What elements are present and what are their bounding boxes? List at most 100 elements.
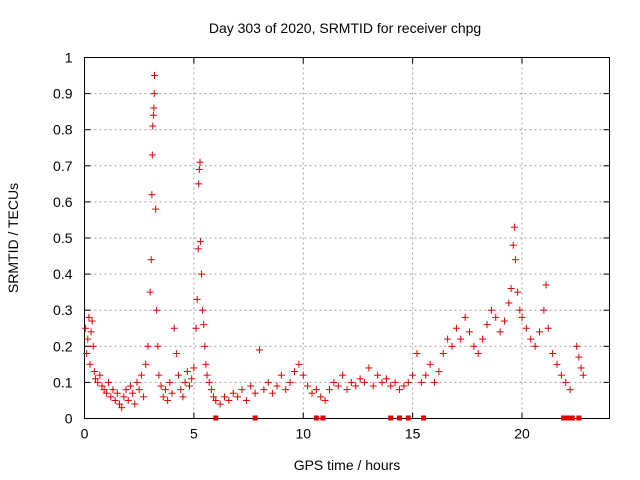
data-point <box>579 371 587 379</box>
zero-value-marker <box>576 415 582 421</box>
x-tick-label: 20 <box>514 426 530 442</box>
zero-value-marker <box>421 415 427 421</box>
y-tick-label: 1 <box>65 50 73 66</box>
data-point <box>133 378 141 386</box>
data-point <box>374 371 382 379</box>
data-point <box>352 382 360 390</box>
data-point <box>198 270 206 278</box>
data-point <box>151 72 158 80</box>
data-point <box>242 396 250 404</box>
data-point <box>90 368 98 376</box>
data-point <box>129 389 137 397</box>
zero-value-marker <box>405 415 411 421</box>
data-point <box>286 378 294 386</box>
data-point <box>457 335 465 343</box>
data-point <box>109 386 117 394</box>
data-point <box>146 288 154 296</box>
data-point <box>417 378 425 386</box>
data-point <box>304 382 312 390</box>
data-point <box>470 342 478 350</box>
data-point <box>153 306 161 314</box>
data-point <box>238 386 246 394</box>
zero-value-marker <box>313 415 319 421</box>
data-point <box>544 324 552 332</box>
data-point <box>361 378 368 386</box>
data-point <box>89 342 97 350</box>
data-point <box>126 382 134 390</box>
y-tick-label: 0.7 <box>53 158 73 174</box>
grid-lines <box>84 57 610 419</box>
data-point <box>466 328 473 336</box>
data-point <box>98 382 106 390</box>
data-point <box>452 324 460 332</box>
data-point <box>107 393 115 401</box>
data-point <box>196 238 204 246</box>
x-tick-label: 10 <box>295 426 311 442</box>
data-point <box>199 306 207 314</box>
data-point <box>299 371 307 379</box>
data-point <box>210 393 218 401</box>
data-point <box>542 281 550 289</box>
data-point <box>170 324 178 332</box>
data-point <box>201 342 209 350</box>
data-point <box>186 382 193 390</box>
data-point <box>94 378 102 386</box>
data-point <box>157 382 165 390</box>
data-point <box>140 393 148 401</box>
data-point <box>553 360 561 368</box>
data-point <box>207 386 215 394</box>
data-point <box>273 382 281 390</box>
data-point <box>527 335 535 343</box>
data-point <box>291 368 298 376</box>
data-point <box>439 350 447 358</box>
data-point <box>343 386 351 394</box>
data-point <box>131 400 139 408</box>
data-point <box>522 324 530 332</box>
data-point <box>142 360 150 368</box>
data-point <box>190 364 198 372</box>
data-point <box>326 386 333 394</box>
x-tick-label: 5 <box>190 426 198 442</box>
data-point <box>195 165 203 173</box>
data-point <box>177 386 185 394</box>
data-point <box>154 342 162 350</box>
data-point <box>168 389 176 397</box>
data-point <box>334 382 342 390</box>
data-point <box>225 396 233 404</box>
data-point <box>492 313 500 321</box>
data-point <box>321 396 329 404</box>
data-point <box>166 378 174 386</box>
data-point <box>339 371 347 379</box>
data-point <box>135 386 143 394</box>
data-point <box>330 378 338 386</box>
data-point <box>91 375 99 383</box>
y-tick-label: 0.4 <box>53 266 73 282</box>
data-point <box>216 400 224 408</box>
data-point <box>148 191 156 199</box>
data-point <box>510 223 518 231</box>
y-tick-label: 0 <box>65 411 73 427</box>
data-point <box>83 350 91 358</box>
data-point <box>149 122 157 130</box>
data-point <box>111 396 119 404</box>
data-point <box>260 386 268 394</box>
data-point <box>295 360 303 368</box>
data-point <box>120 393 128 401</box>
data-point <box>200 321 208 329</box>
data-point <box>387 382 395 390</box>
chart-title: Day 303 of 2020, SRMTID for receiver chp… <box>209 20 481 36</box>
data-point <box>102 389 110 397</box>
data-point <box>282 386 290 394</box>
data-point <box>179 393 187 401</box>
data-point <box>507 285 515 293</box>
data-point <box>105 378 113 386</box>
data-point <box>396 386 403 394</box>
data-point <box>85 313 93 321</box>
data-point <box>183 368 191 376</box>
data-point <box>195 180 203 188</box>
data-point <box>264 378 272 386</box>
data-point <box>194 245 202 253</box>
data-point <box>483 321 491 329</box>
data-point <box>378 378 386 386</box>
data-point <box>575 353 583 361</box>
